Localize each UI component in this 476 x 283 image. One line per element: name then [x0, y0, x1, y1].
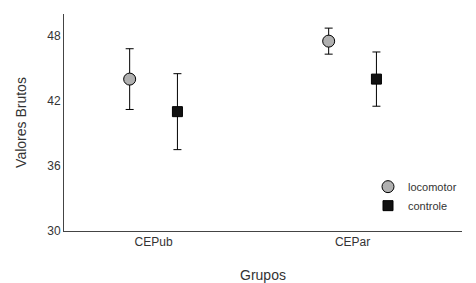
svg-text:Grupos: Grupos [240, 267, 286, 283]
svg-text:Valores Brutos: Valores Brutos [13, 77, 29, 168]
svg-text:CEPub: CEPub [135, 235, 173, 249]
svg-text:36: 36 [47, 159, 61, 173]
svg-text:locomotor: locomotor [408, 181, 457, 193]
svg-text:30: 30 [47, 224, 61, 238]
svg-text:CEPar: CEPar [335, 235, 370, 249]
svg-text:48: 48 [47, 29, 61, 43]
svg-text:42: 42 [47, 94, 61, 108]
svg-text:controle: controle [408, 200, 447, 212]
